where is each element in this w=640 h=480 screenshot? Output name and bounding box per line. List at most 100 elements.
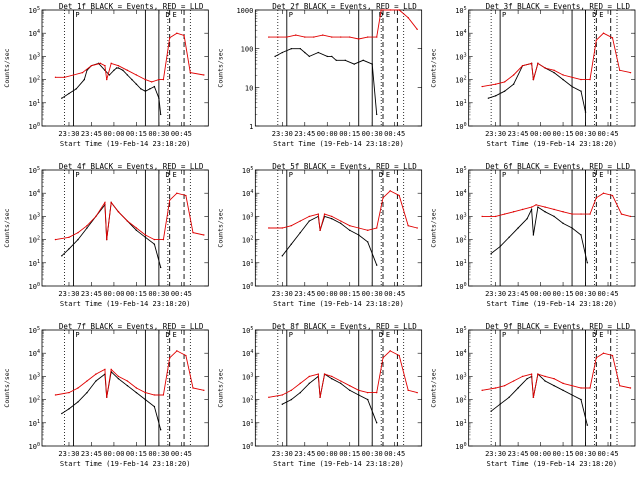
- y-tick-label: 101: [29, 259, 40, 268]
- events-point: [335, 59, 337, 61]
- lld-point: [619, 384, 621, 387]
- lld-point: [135, 387, 138, 389]
- lld-point: [595, 357, 598, 359]
- lld-point: [117, 375, 120, 378]
- panel-id: Det 9f: [486, 322, 518, 331]
- y-tick-label: 102: [242, 236, 253, 245]
- x-tick-label: 23:45: [508, 130, 529, 138]
- y-tick-label: 101: [29, 419, 40, 428]
- lld-point: [126, 380, 129, 382]
- events-point: [68, 92, 70, 95]
- events-point: [126, 74, 129, 76]
- events-point: [499, 245, 501, 248]
- panel-title: Det 8f BLACK = Events, RED = LLD: [272, 322, 417, 331]
- events-point: [499, 403, 501, 405]
- y-axis-label: Counts/sec: [3, 48, 11, 87]
- y-tick-label: 104: [29, 349, 40, 358]
- legend-text: BLACK = Events, RED = LLD: [517, 162, 630, 171]
- lld-point: [602, 192, 605, 194]
- lld-point: [63, 76, 66, 78]
- lld-point: [589, 213, 591, 215]
- lld-point: [589, 78, 591, 81]
- lld-point: [153, 394, 156, 396]
- lld-point: [512, 380, 515, 382]
- flag-label: E: [173, 11, 177, 19]
- lld-point: [106, 78, 108, 81]
- lld-point: [323, 373, 326, 375]
- lld-point: [530, 62, 533, 65]
- events-point: [299, 231, 301, 234]
- events-point: [586, 424, 589, 426]
- y-tick-label: 100: [455, 282, 466, 291]
- lld-series-line: [268, 190, 418, 231]
- x-tick-label: 00:00: [317, 290, 338, 298]
- x-tick-label: 00:30: [575, 130, 596, 138]
- lld-point: [104, 368, 106, 371]
- events-point: [75, 88, 77, 90]
- events-point: [544, 380, 546, 382]
- events-point: [308, 55, 310, 58]
- lld-point: [562, 74, 564, 76]
- lld-point: [183, 34, 185, 37]
- events-point: [331, 218, 333, 220]
- events-point: [61, 412, 63, 415]
- panel-id: Det 1f: [59, 2, 91, 11]
- lld-point: [331, 375, 333, 378]
- x-tick-label: 00:30: [362, 290, 383, 298]
- events-point: [290, 243, 292, 245]
- lld-point: [503, 384, 506, 387]
- lld-point: [629, 215, 632, 218]
- x-tick-label: 23:45: [294, 130, 315, 138]
- x-axis-label: Start Time (19-Feb-14 23:18:20): [486, 300, 617, 308]
- events-point: [571, 227, 573, 229]
- panel-id: Det 7f: [59, 322, 91, 331]
- events-point: [490, 252, 492, 255]
- flag-label: E: [386, 331, 390, 339]
- x-tick-label: 00:15: [553, 290, 574, 298]
- x-axis-label: Start Time (19-Feb-14 23:18:20): [273, 140, 404, 148]
- lld-point: [95, 215, 97, 218]
- y-tick-label: 105: [242, 166, 253, 175]
- lld-point: [95, 373, 97, 375]
- events-point: [358, 234, 360, 236]
- lld-point: [304, 36, 306, 38]
- lld-point: [313, 36, 315, 38]
- y-tick-label: 100: [242, 282, 253, 291]
- legend-text: BLACK = Events, RED = LLD: [517, 2, 630, 11]
- x-tick-label: 23:30: [58, 290, 79, 298]
- flag-label: D: [166, 171, 170, 179]
- lld-point: [117, 211, 120, 213]
- lld-point: [521, 208, 524, 211]
- panel-title: Det 2f BLACK = Events, RED = LLD: [272, 2, 417, 11]
- x-axis-label: Start Time (19-Feb-14 23:18:20): [273, 460, 404, 468]
- lld-point: [81, 71, 84, 74]
- events-point: [562, 78, 564, 81]
- events-point: [353, 63, 355, 65]
- chart-panel: 1 10 100 1000 23:30 23:45 00:00 00:15 00:30 00:45…: [216, 2, 423, 148]
- events-point: [281, 255, 284, 257]
- panel-id: Det 5f: [272, 162, 304, 171]
- lld-point: [503, 213, 506, 215]
- events-point: [159, 266, 162, 269]
- y-tick-label: 104: [242, 189, 253, 198]
- events-point: [61, 97, 63, 99]
- events-series-line: [281, 215, 378, 266]
- lld-point: [277, 36, 279, 38]
- plot-frame: [254, 329, 423, 447]
- panel-id: Det 4f: [59, 162, 91, 171]
- events-point: [144, 398, 147, 401]
- events-point: [562, 222, 564, 225]
- y-axis-label: Counts/sec: [216, 208, 224, 247]
- x-tick-label: 00:30: [148, 450, 169, 458]
- x-axis-label: Start Time (19-Feb-14 23:18:20): [486, 140, 617, 148]
- flag-label: P: [75, 11, 79, 19]
- events-series-line: [61, 370, 162, 430]
- x-tick-label: 00:15: [126, 450, 147, 458]
- lld-point: [192, 387, 194, 389]
- events-point: [68, 408, 70, 410]
- events-point: [144, 236, 147, 238]
- x-tick-label: 23:45: [294, 450, 315, 458]
- lld-point: [535, 204, 537, 206]
